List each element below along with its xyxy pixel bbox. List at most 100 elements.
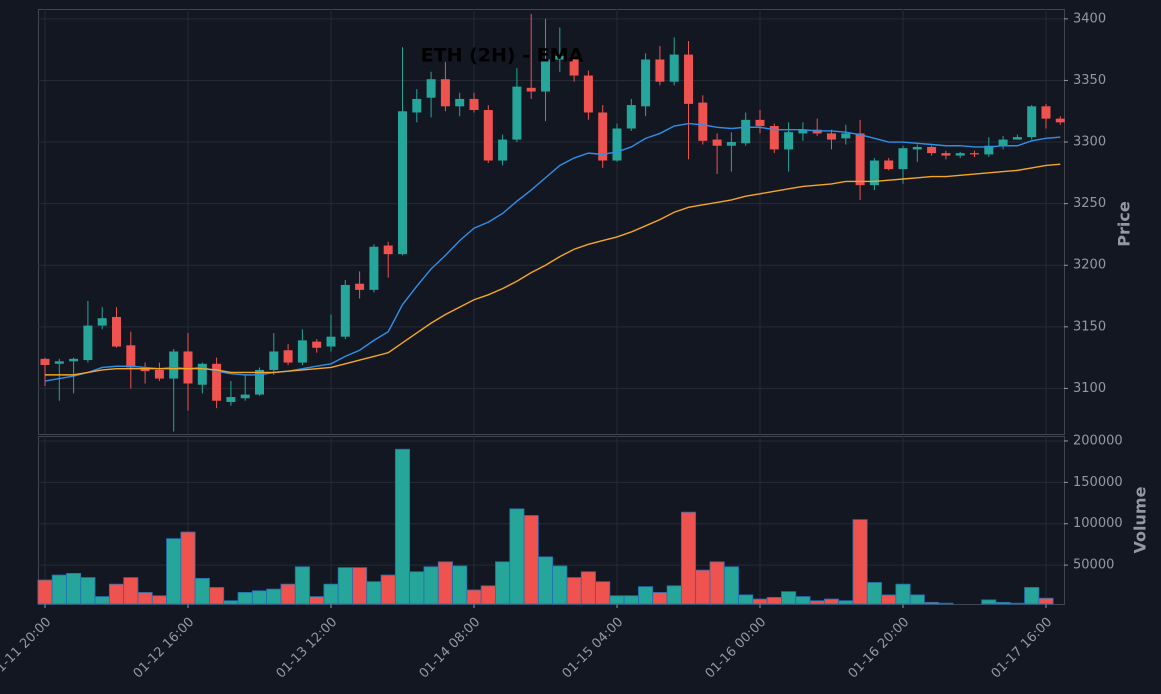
candle-body	[1055, 118, 1065, 123]
volume-bar	[237, 592, 253, 605]
candle-body	[626, 105, 636, 129]
candle-body	[312, 341, 322, 348]
candle-body	[526, 87, 536, 92]
volume-bar	[94, 596, 110, 605]
candle-body	[169, 351, 179, 379]
volume-bar	[352, 567, 368, 605]
volume-bar	[981, 599, 997, 605]
ema-line	[44, 122, 1061, 382]
volume-bar	[137, 592, 153, 605]
volume-bar	[709, 561, 725, 605]
volume-bar	[66, 572, 82, 605]
volume-bar	[1024, 587, 1040, 605]
candle-body	[726, 142, 736, 146]
volume-bar	[323, 583, 339, 605]
volume-bar	[51, 574, 67, 605]
y-tick-label: 3300	[1073, 135, 1106, 150]
candle-body	[126, 345, 136, 368]
candle-body	[741, 119, 751, 144]
candle-body	[684, 54, 693, 104]
candle-body	[769, 126, 779, 150]
volume-bar	[452, 565, 468, 605]
volume-bar	[409, 571, 425, 605]
candle-body	[398, 111, 407, 255]
volume-bar	[151, 595, 167, 605]
candle-body	[669, 54, 679, 82]
volume-bar	[852, 519, 868, 605]
volume-bar	[366, 581, 382, 605]
candle-body	[369, 246, 379, 290]
volume-bar	[108, 583, 125, 605]
volume-bar	[1009, 602, 1025, 605]
candle-body	[1027, 106, 1037, 138]
y2-tick-label: 100000	[1073, 516, 1123, 531]
volume-bar	[480, 585, 496, 605]
volume-bar	[652, 592, 668, 605]
volume-bar	[380, 574, 396, 605]
volume-bar	[37, 579, 53, 605]
candle-body	[255, 369, 264, 395]
volume-bar	[766, 596, 782, 605]
candle-body	[426, 79, 436, 98]
volume-bar	[924, 601, 940, 605]
candle-body	[798, 129, 808, 134]
candle-body	[340, 284, 350, 337]
y-tick-label: 3200	[1073, 258, 1106, 273]
candle-body	[784, 132, 794, 150]
candle-body	[912, 146, 922, 150]
volume-bar	[609, 595, 625, 605]
y2-tick-label: 150000	[1073, 475, 1123, 490]
candle-body	[712, 139, 722, 146]
volume-bar	[437, 561, 453, 605]
volume-bar	[509, 508, 525, 605]
volume-bar	[995, 601, 1011, 605]
candle-body	[698, 102, 708, 141]
volume-bar	[523, 515, 539, 605]
volume-bar	[595, 581, 611, 605]
candle-body	[226, 397, 236, 402]
candle-body	[469, 98, 479, 111]
candle-body	[955, 153, 965, 156]
volume-bar	[1038, 597, 1054, 605]
candle-body	[412, 98, 422, 113]
volume-bar	[666, 585, 682, 605]
candle-body	[326, 336, 336, 347]
volume-bar	[294, 566, 310, 605]
y2-tick-label: 200000	[1073, 433, 1123, 448]
candle-body	[83, 325, 93, 361]
candle-body	[455, 98, 465, 107]
candle-body	[440, 79, 450, 107]
volume-bar	[495, 561, 511, 605]
y-axis-label: Price	[1115, 201, 1134, 247]
candle-body	[40, 358, 50, 366]
candle-body	[240, 394, 250, 399]
candle-body	[355, 283, 365, 290]
candle-body	[970, 153, 979, 155]
candle-body	[941, 153, 951, 156]
volume-bar	[223, 600, 239, 605]
candle-body	[498, 139, 508, 161]
volume-bar	[80, 577, 96, 605]
candle-body	[541, 59, 550, 92]
volume-bar	[394, 448, 411, 605]
volume-bar	[909, 594, 925, 605]
volume-bar	[194, 577, 210, 605]
volume-bar	[680, 511, 697, 605]
candle-body	[54, 361, 64, 364]
candle-body	[855, 133, 865, 186]
volume-bar	[566, 577, 582, 605]
candle-body	[555, 55, 565, 60]
candle-body	[755, 119, 765, 127]
y2-tick-label: 50000	[1073, 558, 1114, 573]
chart-title: ETH (2H) - EMA	[421, 45, 584, 67]
volume-bar	[723, 566, 739, 605]
volume-bar	[123, 577, 139, 605]
candle-body	[183, 351, 193, 384]
volume-panel	[38, 436, 1065, 605]
volume-bar	[423, 566, 439, 605]
candle-body	[655, 59, 665, 82]
volume-bar	[623, 595, 639, 605]
volume-bar	[781, 591, 797, 605]
candle-body	[197, 363, 207, 385]
